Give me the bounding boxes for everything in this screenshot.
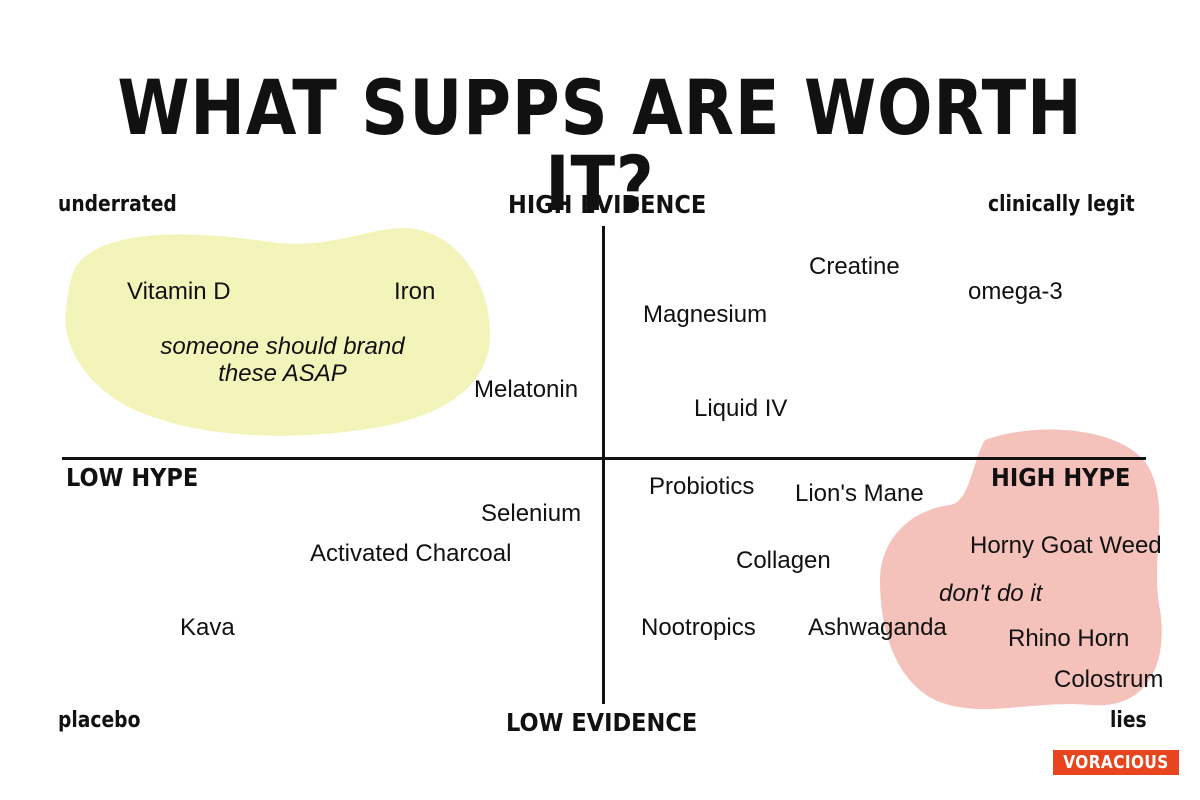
supplement-kava: Kava [180,614,235,641]
supplement-probiotics: Probiotics [649,473,755,500]
supplement-magnesium: Magnesium [643,301,768,328]
supplement-ashwaganda: Ashwaganda [808,614,947,641]
corner-label-clinically-legit: clinically legit [988,192,1135,217]
axis-label-low-hype: LOW HYPE [66,463,199,492]
axis-label-high-evidence: HIGH EVIDENCE [508,190,707,219]
supplement-collagen: Collagen [736,547,831,574]
supplement-melatonin: Melatonin [474,376,579,403]
supplement-lions-mane: Lion's Mane [795,480,924,507]
note-dont-do-it: don't do it [939,580,1043,607]
note-brand-line2: these ASAP [218,360,347,387]
axis-label-low-evidence: LOW EVIDENCE [506,708,698,737]
voracious-logo: VORACIOUS [1053,750,1179,775]
supplement-horny-goat-weed: Horny Goat Weed [970,532,1162,559]
supplement-vitamin-d: Vitamin D [127,278,231,305]
supplement-selenium: Selenium [481,500,582,527]
evidence-axis [602,226,605,704]
hype-axis [62,457,1146,460]
supplement-liquid-iv: Liquid IV [694,395,788,422]
supplement-rhino-horn: Rhino Horn [1008,625,1130,652]
yellow-blob [65,228,491,436]
axis-label-high-hype: HIGH HYPE [991,463,1131,492]
supplement-nootropics: Nootropics [641,614,756,641]
supplement-omega-3: omega-3 [968,278,1063,305]
chart-title: WHAT SUPPS ARE WORTH IT? [117,63,1083,228]
corner-label-lies: lies [1110,708,1147,733]
supplement-activated-charcoal: Activated Charcoal [310,540,512,567]
corner-label-underrated: underrated [58,192,177,217]
note-brand-these: someone should brand these ASAP [150,333,415,387]
supplement-creatine: Creatine [809,253,900,280]
corner-label-placebo: placebo [58,708,141,733]
logo-text: VORACIOUS [1063,752,1169,773]
supplement-iron: Iron [394,278,436,305]
note-brand-line1: someone should brand [160,333,405,360]
pink-blob [880,429,1162,710]
supplement-colostrum: Colostrum [1054,666,1164,693]
